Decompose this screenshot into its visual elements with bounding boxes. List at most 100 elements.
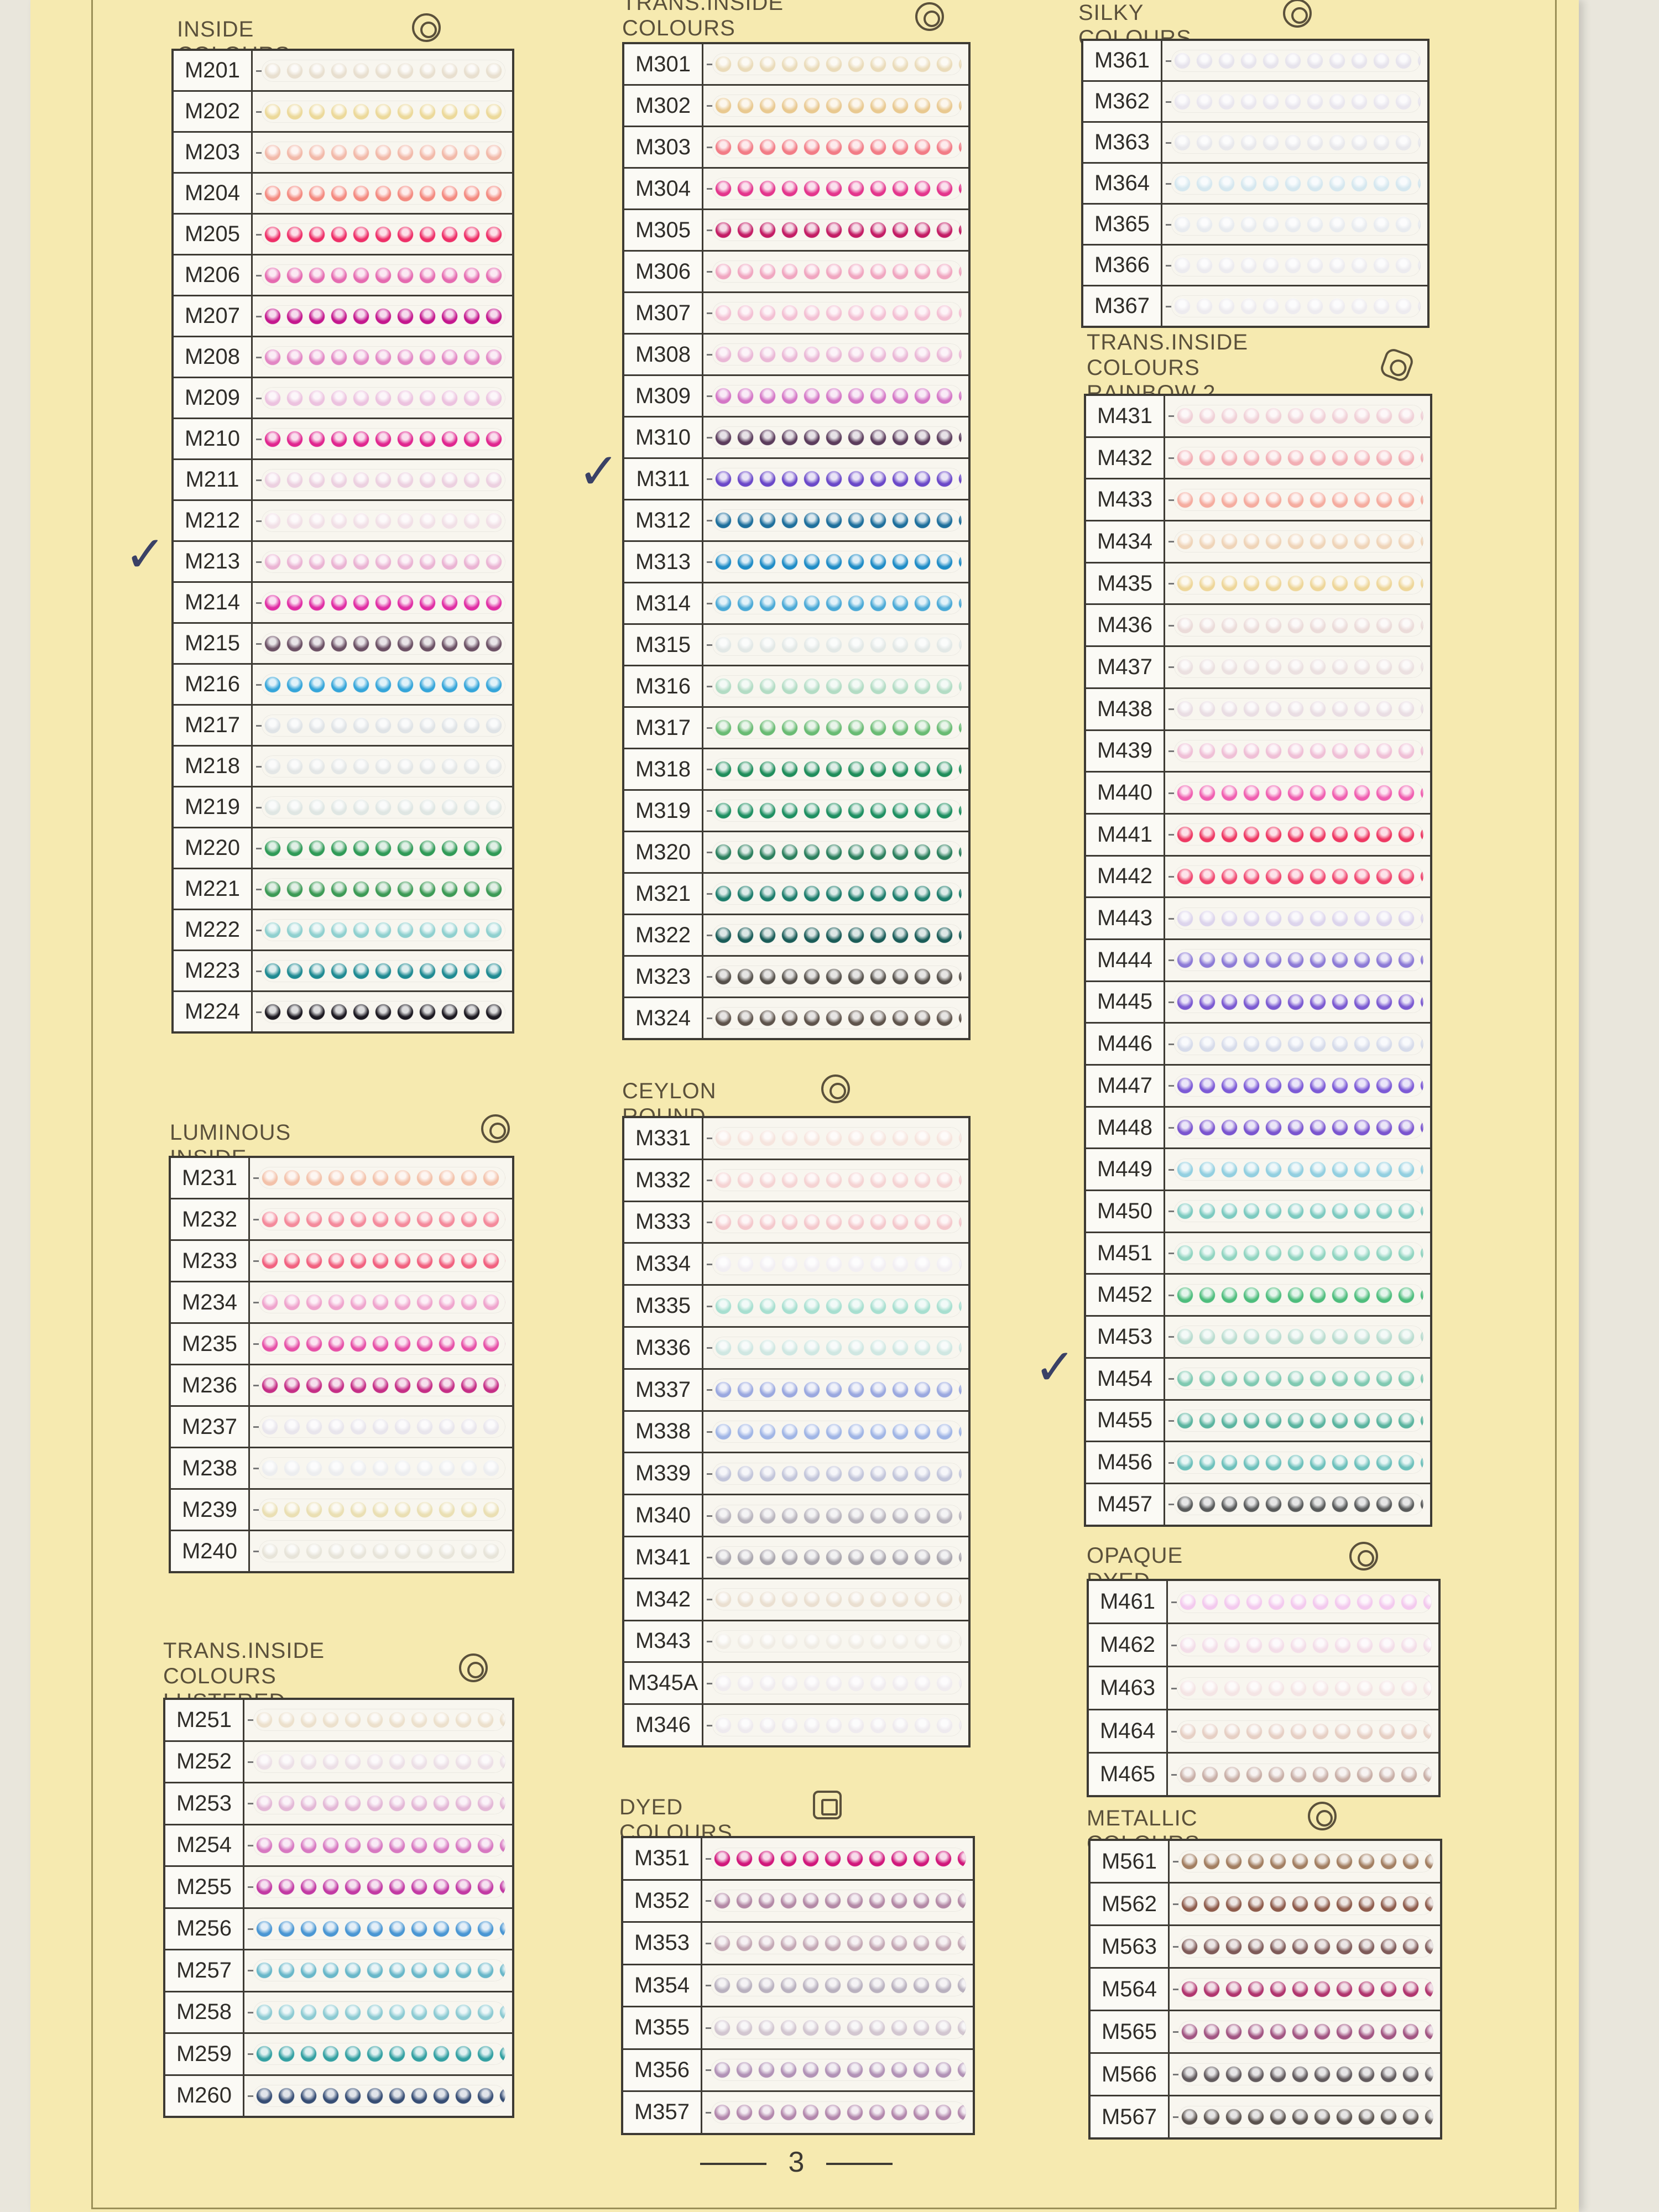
swatch-row: M444 (1084, 938, 1432, 982)
color-code: M214 (171, 581, 253, 624)
check-mark-icon: ✓ (124, 525, 166, 583)
swatch-row: M205 (171, 213, 514, 255)
color-code: M352 (621, 1879, 702, 1923)
swatch-row: M306 (622, 250, 971, 293)
swatch-row: M260 (163, 2074, 514, 2118)
bead-strand (256, 837, 505, 859)
color-code: M445 (1084, 980, 1165, 1024)
bead-swatch-cell (702, 582, 971, 625)
bead-strand (248, 1917, 505, 1940)
swatch-row: M357 (621, 2090, 975, 2135)
bead-swatch-cell (702, 914, 971, 957)
swatch-row: M339 (622, 1452, 971, 1496)
bead-strand (253, 1291, 505, 1313)
bead-strand (707, 426, 962, 448)
bead-strand (706, 1974, 966, 1997)
bead-strand (1168, 1117, 1423, 1139)
color-code: M333 (622, 1200, 703, 1244)
bead-strand (253, 1208, 505, 1230)
swatch-row: M202 (171, 90, 514, 133)
swatch-row: M332 (622, 1158, 971, 1202)
bead-strand (256, 100, 505, 123)
swatch-row: M252 (163, 1740, 514, 1783)
bead-swatch-cell (1168, 1924, 1442, 1969)
bead-swatch-cell (1161, 121, 1430, 164)
bead-swatch-cell (1166, 1752, 1441, 1797)
bead-strand (248, 1876, 505, 1898)
swatch-row: M433 (1084, 478, 1432, 522)
color-code: M338 (622, 1410, 703, 1454)
swatch-row: M366 (1081, 244, 1430, 286)
swatch-row: M309 (622, 374, 971, 418)
color-code: M446 (1084, 1022, 1165, 1066)
color-code: M307 (622, 291, 703, 335)
bead-swatch-cell (248, 1488, 514, 1531)
color-code: M461 (1087, 1579, 1168, 1624)
color-code: M207 (171, 295, 253, 337)
swatch-row: M323 (622, 955, 971, 998)
bead-swatch-cell (1166, 1709, 1441, 1754)
color-code: M251 (163, 1698, 244, 1742)
swatch-row: M455 (1084, 1399, 1432, 1443)
bead-strand (256, 1000, 505, 1023)
bead-swatch-cell (702, 416, 971, 459)
bead-swatch-cell (1164, 938, 1432, 982)
swatch-row: M302 (622, 84, 971, 127)
bead-strand (1173, 2063, 1433, 2085)
color-code: M566 (1088, 2052, 1170, 2096)
bead-strand (248, 2084, 505, 2107)
color-code: M442 (1084, 854, 1165, 899)
swatch-row: M352 (621, 1879, 975, 1923)
swatch-table: M431 M432 M433 M434 M435 M436 M437 M438 M439 M440… (1084, 394, 1432, 1527)
bead-strand (256, 182, 505, 205)
bead-swatch-cell (248, 1281, 514, 1324)
bead-strand (253, 1250, 505, 1272)
bead-strand (1166, 131, 1421, 154)
bead-strand (707, 219, 962, 241)
swatch-row: M209 (171, 377, 514, 419)
color-code: M336 (622, 1326, 703, 1370)
bead-strand (707, 1420, 962, 1443)
color-code: M334 (622, 1242, 703, 1286)
swatch-row: M361 (1081, 39, 1430, 82)
bead-strand (256, 632, 505, 655)
swatch-row: M235 (169, 1322, 514, 1365)
color-code: M345A (622, 1661, 703, 1705)
swatch-row: M356 (621, 2048, 975, 2092)
swatch-row: M363 (1081, 121, 1430, 164)
swatch-row: M232 (169, 1198, 514, 1241)
bead-swatch-cell (702, 1577, 971, 1621)
bead-strand (706, 2101, 966, 2124)
bead-strand (248, 1834, 505, 1856)
bead-swatch-cell (1161, 203, 1430, 246)
swatch-row: M308 (622, 333, 971, 376)
color-code: M315 (622, 623, 703, 666)
swatch-row: M336 (622, 1326, 971, 1370)
color-code: M357 (621, 2090, 702, 2135)
color-code: M457 (1084, 1482, 1165, 1527)
color-code: M339 (622, 1452, 703, 1496)
bead-strand (706, 1847, 966, 1870)
color-code: M363 (1081, 121, 1162, 164)
color-code: M215 (171, 622, 253, 665)
color-code: M318 (622, 748, 703, 791)
bead-swatch-cell (251, 704, 514, 747)
bead-swatch-cell (1164, 1147, 1432, 1192)
color-code: M346 (622, 1703, 703, 1747)
color-code: M314 (622, 582, 703, 625)
bead-swatch-cell (1166, 1579, 1441, 1624)
bead-strand (256, 387, 505, 409)
bead-swatch-cell (1168, 1839, 1442, 1884)
bead-swatch-cell (1164, 478, 1432, 522)
bead-swatch-cell (248, 1405, 514, 1448)
page-border (91, 0, 1557, 2209)
bead-strand (707, 1337, 962, 1359)
color-code: M365 (1081, 203, 1162, 246)
swatch-row: M437 (1084, 645, 1432, 689)
bead-swatch-cell (1166, 1666, 1441, 1710)
bead-swatch-cell (1161, 80, 1430, 123)
bead-strand (706, 2016, 966, 2039)
swatch-row: M465 (1087, 1752, 1441, 1797)
swatch-table: M231 M232 M233 M234 M235 M236 M237 M238 M239 M240 (169, 1156, 514, 1573)
bead-swatch-cell (243, 1907, 514, 1950)
